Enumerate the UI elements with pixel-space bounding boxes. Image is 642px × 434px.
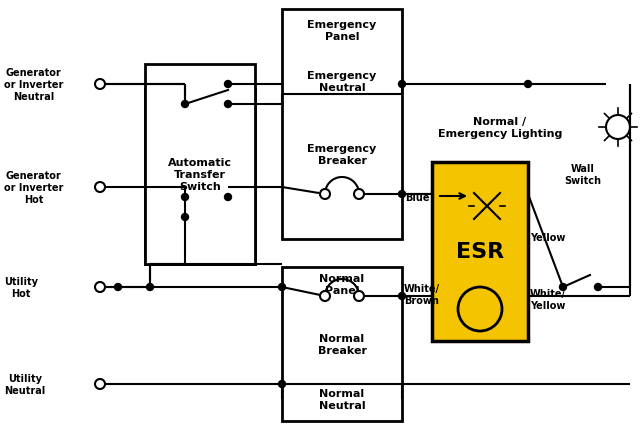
Circle shape [182, 101, 189, 108]
Circle shape [114, 284, 121, 291]
Bar [432, 163, 528, 341]
Circle shape [525, 81, 532, 88]
Text: Utility
Hot: Utility Hot [4, 276, 38, 298]
Circle shape [399, 81, 406, 88]
Circle shape [95, 80, 105, 90]
Text: White/
Yellow: White/ Yellow [530, 289, 566, 310]
Circle shape [225, 81, 232, 88]
Circle shape [279, 381, 286, 388]
Circle shape [95, 283, 105, 293]
Text: Automatic
Transfer
Switch: Automatic Transfer Switch [168, 158, 232, 191]
Text: White/
Brown: White/ Brown [404, 283, 440, 305]
Text: Emergency
Panel: Emergency Panel [308, 20, 377, 42]
Text: Normal
Neutral: Normal Neutral [318, 388, 365, 410]
Circle shape [182, 214, 189, 221]
Circle shape [225, 194, 232, 201]
Text: Generator
or Inverter
Hot: Generator or Inverter Hot [4, 171, 64, 204]
Text: Normal
Breaker: Normal Breaker [318, 333, 367, 355]
Text: Normal /
Emergency Lighting: Normal / Emergency Lighting [438, 117, 562, 138]
Circle shape [354, 190, 364, 200]
Text: Generator
or Inverter
Neutral: Generator or Inverter Neutral [4, 68, 64, 102]
Text: Utility
Neutral: Utility Neutral [4, 373, 45, 395]
Circle shape [399, 191, 406, 198]
Text: ESR: ESR [456, 241, 504, 261]
Circle shape [182, 194, 189, 201]
Circle shape [95, 183, 105, 193]
Circle shape [95, 379, 105, 389]
Circle shape [320, 291, 330, 301]
Text: Emergency
Neutral: Emergency Neutral [308, 71, 377, 92]
Bar [145, 65, 255, 264]
Circle shape [559, 284, 566, 291]
Circle shape [146, 284, 153, 291]
Circle shape [399, 293, 406, 300]
Circle shape [354, 291, 364, 301]
Text: Wall
Switch: Wall Switch [564, 164, 602, 185]
Text: Blue: Blue [406, 193, 430, 203]
Text: Yellow: Yellow [530, 233, 566, 243]
Bar [282, 267, 402, 421]
Text: Emergency
Breaker: Emergency Breaker [308, 144, 377, 165]
Circle shape [320, 190, 330, 200]
Bar [282, 10, 402, 240]
Circle shape [225, 101, 232, 108]
Text: Normal
Panel: Normal Panel [320, 273, 365, 295]
Bar [145, 90, 255, 264]
Circle shape [279, 284, 286, 291]
Circle shape [594, 284, 602, 291]
